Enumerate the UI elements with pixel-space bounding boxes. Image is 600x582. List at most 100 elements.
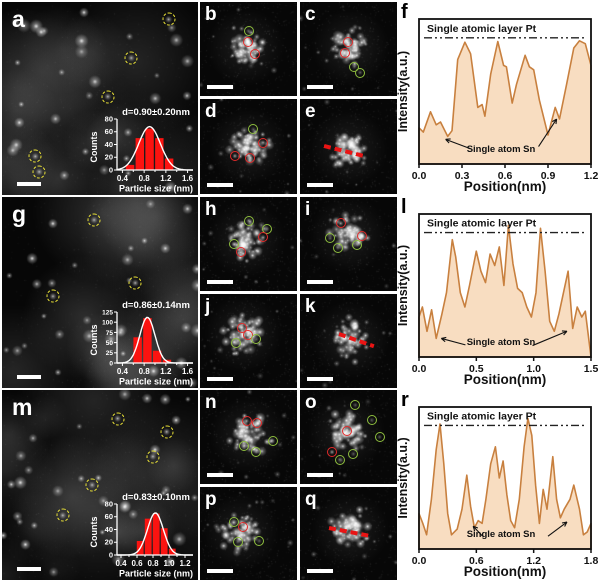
stem-image-k — [300, 294, 397, 388]
red-circle-marker — [339, 47, 350, 58]
scale-bar — [17, 374, 41, 379]
green-circle-marker — [228, 239, 239, 249]
green-circle-marker — [350, 400, 361, 411]
scale-bar — [17, 181, 41, 186]
red-circle-marker — [335, 218, 346, 229]
intensity-profile-f: Single atomic layer Pt Single atom Sn 0.0 0… — [396, 1, 599, 194]
green-circle-marker — [238, 441, 249, 452]
svg-text:1.0: 1.0 — [163, 559, 175, 568]
red-circle-marker — [342, 37, 353, 48]
svg-text:25: 25 — [106, 350, 114, 357]
svg-text:1.2: 1.2 — [584, 170, 599, 182]
micrograph-d: d — [200, 99, 297, 194]
pt-layer-annotation: Single atomic layer Pt — [427, 218, 537, 230]
panel-letter-o: o — [305, 392, 317, 413]
red-circle-marker — [252, 417, 263, 428]
green-circle-marker — [325, 233, 336, 244]
svg-text:40: 40 — [105, 525, 113, 534]
hist-bar — [155, 138, 164, 170]
svg-text:0.0: 0.0 — [412, 363, 427, 375]
stem-image-n — [200, 390, 297, 484]
panel-letter-g: g — [12, 201, 27, 227]
profile-xlabel: Position(nm) — [464, 564, 547, 579]
svg-text:1.8: 1.8 — [584, 555, 599, 567]
red-circle-marker — [357, 230, 368, 241]
red-circle-marker — [341, 426, 352, 437]
scale-bar — [307, 377, 333, 381]
scale-bar — [207, 85, 233, 89]
yellow-circle-marker — [46, 289, 60, 303]
yellow-circle-marker — [101, 90, 115, 104]
hist-bar — [133, 337, 142, 363]
hist-bar — [125, 164, 135, 170]
red-circle-marker — [245, 152, 256, 163]
yellow-circle-marker — [128, 276, 142, 290]
stem-image-h — [200, 197, 297, 291]
svg-text:0.8: 0.8 — [139, 367, 151, 376]
scale-bar — [307, 85, 333, 89]
green-circle-marker — [248, 124, 259, 135]
hist-bar — [135, 138, 145, 170]
micrograph-m: m 0 20 40 60 80 0.4 0.6 0.8 1.0 1.2 d=0.83±0.10nm Pa… — [2, 390, 198, 580]
hist-xlabel: Particle size (nm) — [119, 184, 193, 194]
svg-text:0: 0 — [109, 550, 113, 559]
svg-text:0.5: 0.5 — [469, 363, 484, 375]
panel-letter-i: i — [305, 199, 311, 220]
green-circle-marker — [267, 435, 278, 446]
hist-bar — [168, 548, 176, 555]
micrograph-j: j — [200, 294, 297, 388]
red-circle-marker — [250, 48, 261, 59]
hist-ylabel: Counts — [89, 325, 99, 356]
yellow-circle-marker — [162, 12, 176, 26]
micrograph-c: c — [300, 2, 397, 96]
svg-text:75: 75 — [106, 330, 114, 337]
green-circle-marker — [355, 67, 366, 78]
micrograph-n: n — [200, 390, 297, 484]
svg-text:0.8: 0.8 — [139, 174, 151, 183]
svg-text:20: 20 — [105, 153, 113, 162]
scale-bar — [307, 473, 333, 477]
svg-text:60: 60 — [105, 127, 113, 136]
hist-title: d=0.86±0.14nm — [122, 300, 190, 311]
particle-size-histogram-a: 0 20 40 60 80 0.4 0.8 1.2 1.6 d=0.90±0.20nm Partic… — [89, 107, 194, 194]
scale-bar — [17, 566, 41, 571]
svg-text:0: 0 — [109, 165, 113, 174]
stem-image-p — [200, 487, 297, 580]
svg-text:0.8: 0.8 — [147, 559, 159, 568]
profile-xlabel: Position(nm) — [464, 372, 547, 387]
hist-bar — [152, 513, 160, 555]
green-circle-marker — [366, 415, 377, 426]
micrograph-h: h — [200, 197, 297, 291]
intensity-profile-l: Single atomic layer Pt Single atom Sn 0.0 0… — [396, 196, 598, 387]
yellow-circle-marker — [160, 425, 174, 439]
svg-text:1.6: 1.6 — [182, 174, 194, 183]
svg-text:0.4: 0.4 — [117, 174, 129, 183]
svg-text:1.2: 1.2 — [179, 559, 191, 568]
svg-text:0.6: 0.6 — [469, 555, 484, 567]
stem-image-d — [200, 99, 297, 194]
green-circle-marker — [352, 239, 363, 250]
stem-image-i — [300, 197, 397, 291]
sn-atom-annotation: Single atom Sn — [467, 144, 536, 155]
svg-text:1.0: 1.0 — [526, 363, 541, 375]
sn-atom-annotation: Single atom Sn — [467, 529, 536, 540]
scale-bar — [307, 569, 333, 573]
profile-ylabel: Intensity(a.u.) — [396, 245, 410, 326]
panel-letter-d: d — [205, 101, 217, 122]
profile-curve — [418, 224, 592, 358]
yellow-circle-marker — [32, 165, 46, 179]
svg-text:0.3: 0.3 — [455, 170, 470, 182]
green-circle-marker — [332, 242, 343, 253]
panel-letter-h: h — [205, 199, 217, 220]
panel-letter-f: f — [401, 1, 408, 23]
green-circle-marker — [254, 535, 265, 546]
green-circle-marker — [243, 215, 254, 226]
svg-text:0.0: 0.0 — [412, 555, 427, 567]
hist-title: d=0.90±0.20nm — [122, 107, 190, 118]
hist-ylabel: Counts — [89, 517, 99, 548]
yellow-circle-marker — [56, 508, 70, 522]
scale-bar — [307, 183, 333, 187]
profile-ylabel: Intensity(a.u.) — [396, 51, 410, 132]
hist-bar — [145, 128, 154, 170]
panel-letter-a: a — [12, 6, 25, 32]
